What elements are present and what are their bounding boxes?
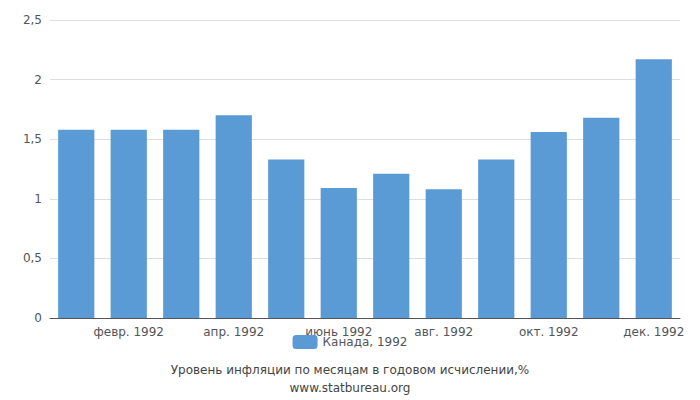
svg-text:2,5: 2,5 <box>23 13 42 27</box>
svg-text:0: 0 <box>34 311 42 325</box>
svg-text:www.statbureau.org: www.statbureau.org <box>290 381 411 395</box>
svg-text:2: 2 <box>34 73 42 87</box>
svg-text:авг. 1992: авг. 1992 <box>414 325 473 339</box>
svg-text:Уровень инфляции по месяцам в: Уровень инфляции по месяцам в годовом ис… <box>171 363 530 377</box>
svg-text:окт. 1992: окт. 1992 <box>519 325 579 339</box>
svg-text:дек. 1992: дек. 1992 <box>623 325 684 339</box>
svg-text:1,5: 1,5 <box>23 132 42 146</box>
svg-text:Канада, 1992: Канада, 1992 <box>323 335 408 349</box>
svg-text:0,5: 0,5 <box>23 251 42 265</box>
svg-text:июнь 1992: июнь 1992 <box>305 325 373 339</box>
svg-text:февр. 1992: февр. 1992 <box>94 325 165 339</box>
svg-text:1: 1 <box>34 192 42 206</box>
svg-text:апр. 1992: апр. 1992 <box>203 325 264 339</box>
